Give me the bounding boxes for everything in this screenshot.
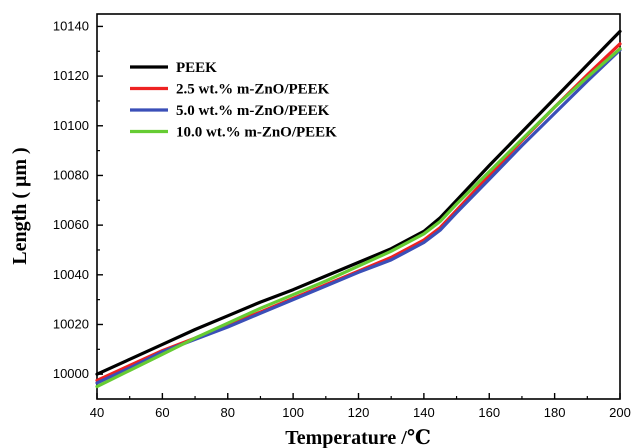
series-line-3: [95, 48, 622, 385]
x-tick-label: 40: [90, 405, 104, 420]
y-tick-label: 10100: [53, 118, 89, 133]
series-lines: [95, 29, 622, 389]
legend-label: PEEK: [176, 60, 217, 76]
x-tick-label: 60: [155, 405, 169, 420]
x-tick-label: 140: [413, 405, 435, 420]
legend: PEEK 2.5 wt.% m-ZnO/PEEK 5.0 wt.% m-ZnO/PE…: [130, 60, 337, 141]
y-tick-label: 10140: [53, 18, 89, 33]
y-tick-label: 10000: [53, 366, 89, 381]
x-tick-label: 200: [609, 405, 631, 420]
x-axis-ticks: 40 60 80 100 120 140 160 180 200: [90, 393, 631, 420]
x-tick-label: 180: [544, 405, 566, 420]
y-axis-title: Length ( μm ): [9, 147, 31, 264]
series-line-1: [95, 29, 622, 376]
legend-label: 2.5 wt.% m-ZnO/PEEK: [176, 82, 330, 98]
x-tick-label: 80: [221, 405, 235, 420]
x-tick-label: 120: [348, 405, 370, 420]
legend-label: 10.0 wt.% m-ZnO/PEEK: [176, 125, 337, 141]
legend-label: 5.0 wt.% m-ZnO/PEEK: [176, 103, 330, 119]
x-tick-label: 100: [282, 405, 304, 420]
x-tick-label: 160: [478, 405, 500, 420]
y-tick-label: 10060: [53, 217, 89, 232]
y-tick-label: 10080: [53, 167, 89, 182]
y-tick-label: 10120: [53, 68, 89, 83]
series-line-4: [95, 47, 622, 389]
y-tick-label: 10040: [53, 267, 89, 282]
y-axis-ticks: 10000 10020 10040 10060 10080 10100 10120 10140: [53, 18, 103, 381]
y-tick-label: 10020: [53, 316, 89, 331]
x-axis-title: Temperature /℃: [285, 427, 431, 448]
